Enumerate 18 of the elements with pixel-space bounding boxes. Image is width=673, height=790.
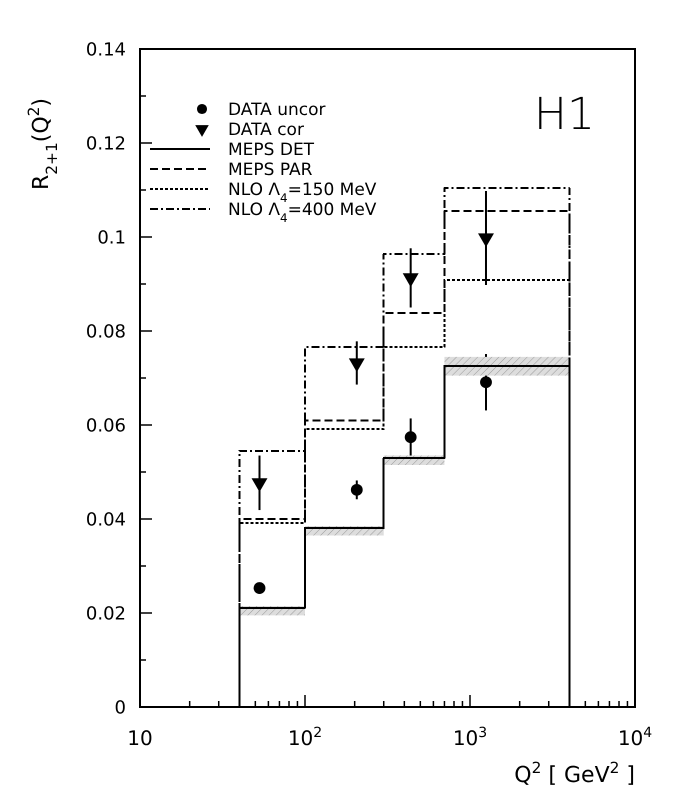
y-tick-label: 0.04 [86,509,126,530]
annotation: H1 [534,89,595,140]
y-tick-label: 0.12 [86,133,126,154]
legend-label: MEPS PAR [228,160,313,180]
y-tick-label: 0.1 [97,227,126,248]
x-axis-title: Q$^{2}$ [ GeV$^{2}$ ] [514,759,635,788]
x-tick-label: 10 [127,726,153,750]
x-tick-label: 10$^{4}$ [618,725,652,750]
y-tick-label: 0.08 [86,321,126,342]
x-tick-label: 10$^{3}$ [452,725,488,750]
legend-label: MEPS DET [228,140,315,160]
legend-label: DATA cor [228,120,304,140]
y-tick-label: 0.14 [86,39,126,60]
x-tick-label: 10$^{2}$ [288,725,322,750]
y-tick-label: 0.06 [86,415,126,436]
y-tick-label: 0 [114,697,126,718]
y-tick-label: 0.02 [86,603,126,624]
legend-label: DATA uncor [228,100,326,120]
